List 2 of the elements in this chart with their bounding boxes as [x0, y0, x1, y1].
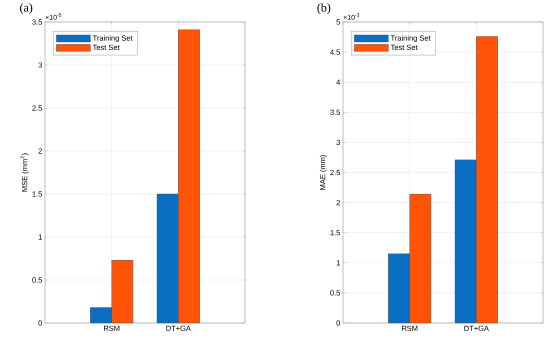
chart-title: (b): [317, 3, 330, 14]
chart-title: (a): [20, 3, 32, 14]
